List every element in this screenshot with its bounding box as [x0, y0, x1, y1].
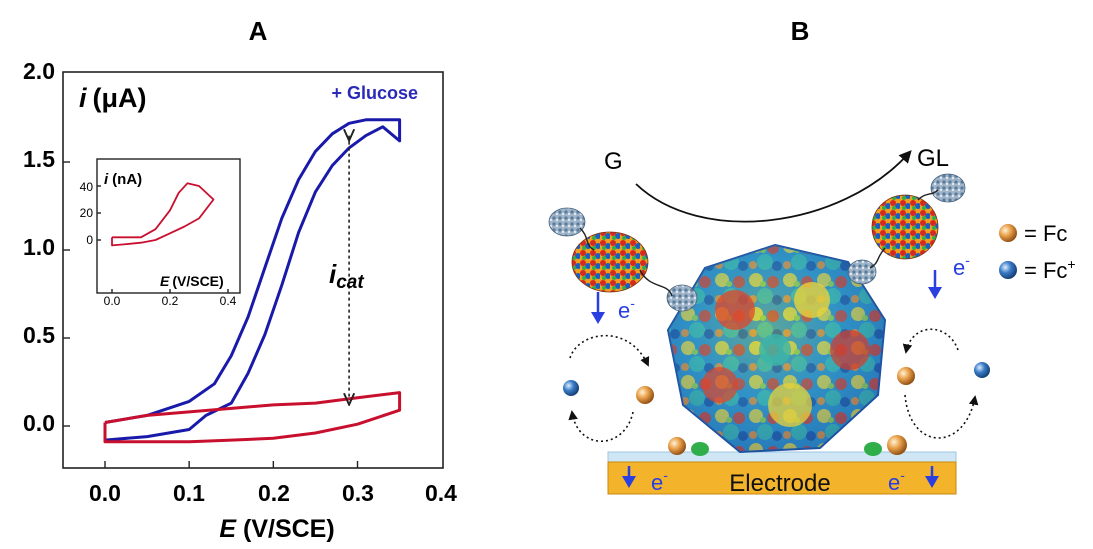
- y-tick-label: 0.0: [23, 410, 55, 436]
- electron-label-right: e-: [953, 252, 970, 280]
- legend-fcplus-label: = Fc+: [1024, 256, 1076, 283]
- electron-label-left: e-: [618, 295, 635, 323]
- blank-cv-curve: [103, 391, 402, 444]
- legend-fc-label: = Fc: [1024, 221, 1067, 246]
- glucose-cv-curve: [103, 118, 402, 442]
- icat-label: icat: [329, 259, 364, 293]
- panel-a-label: A: [249, 16, 268, 46]
- electrode: [607, 461, 957, 495]
- inset-x-tick-label: 0.4: [220, 294, 237, 308]
- electron-label-bottom-right: e-: [888, 467, 905, 495]
- fcplus-molecule: [563, 380, 579, 396]
- inset-x-tick-label: 0.0: [104, 294, 121, 308]
- fc-molecule: [897, 367, 915, 385]
- x-tick-label: 0.3: [342, 480, 374, 506]
- fc-molecule: [636, 386, 654, 404]
- y-axis-label: i (μA): [79, 83, 147, 113]
- legend-fcplus-icon: [999, 261, 1017, 279]
- inset-frame: [96, 158, 241, 294]
- inset-y-label: i (nA): [104, 171, 142, 188]
- reaction-arrow: [635, 150, 912, 223]
- x-axis-label: E (V/SCE): [219, 515, 334, 543]
- inset-y-tick-label: 40: [80, 180, 94, 194]
- y-tick-label: 1.0: [23, 234, 55, 260]
- x-tick-label: 0.4: [425, 480, 457, 506]
- x-tick-label: 0.2: [258, 480, 290, 506]
- main-plot-frame: [62, 71, 444, 469]
- fc-molecule: [887, 435, 907, 455]
- inset-x-label: E (V/SCE): [160, 273, 224, 289]
- legend-fc-icon: [999, 224, 1017, 242]
- inset-y-tick-label: 0: [86, 233, 93, 247]
- electron-label-bottom-left: e-: [651, 467, 668, 495]
- y-tick-label: 1.5: [23, 146, 55, 172]
- inset-x-tick-label: 0.2: [162, 294, 179, 308]
- electron-arrows: [591, 270, 942, 488]
- inset-cv-curve: [111, 182, 215, 247]
- inset-y-tick-label: 20: [80, 206, 94, 220]
- panel-b-label: B: [791, 16, 810, 46]
- electrode-label: Electrode: [729, 470, 830, 497]
- y-tick-label: 2.0: [23, 58, 55, 84]
- enzyme-left: [548, 207, 698, 312]
- surface-molecule: [691, 442, 709, 456]
- enzyme-right: [847, 173, 966, 285]
- y-tick-label: 0.5: [23, 322, 55, 348]
- main-axis-ticks: [63, 161, 359, 468]
- y-tick-labels: 2.0 1.5 1.0 0.5 0.0: [23, 58, 55, 436]
- inset-axis-ticks: [97, 185, 229, 293]
- x-tick-label: 0.1: [173, 480, 205, 506]
- substrate-label: G: [604, 148, 623, 175]
- redox-cycle-arrows: [568, 328, 979, 443]
- product-label: GL: [917, 145, 949, 172]
- electrode-coating: [607, 451, 957, 463]
- fcplus-molecule: [974, 362, 990, 378]
- legend-glucose: + Glucose: [331, 83, 418, 103]
- fc-molecule: [668, 437, 686, 455]
- x-tick-labels: 0.0 0.1 0.2 0.3 0.4: [89, 480, 457, 506]
- surface-molecule: [864, 442, 882, 456]
- virus-particle: [666, 243, 887, 454]
- x-tick-label: 0.0: [89, 480, 121, 506]
